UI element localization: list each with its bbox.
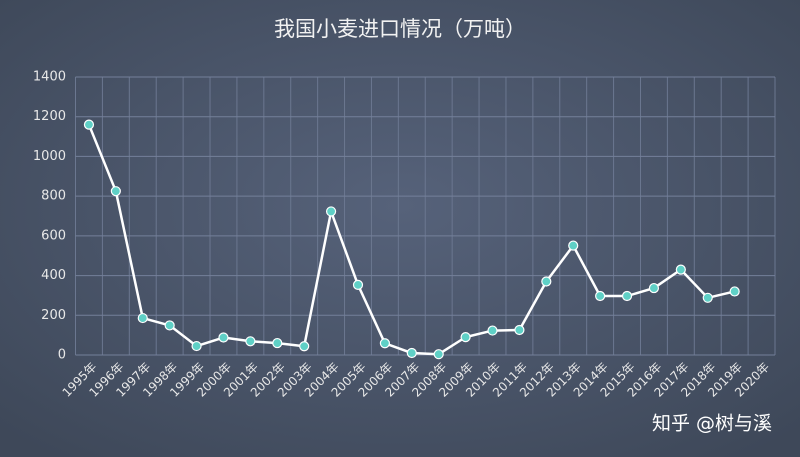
data-point xyxy=(352,279,364,291)
chart-title: 我国小麦进口情况（万吨） xyxy=(274,17,526,41)
data-point xyxy=(299,341,310,352)
data-point xyxy=(272,337,283,349)
y-tick-label: 0 xyxy=(58,348,66,363)
y-tick-label: 400 xyxy=(41,268,66,283)
y-tick-label: 200 xyxy=(41,308,66,323)
y-tick-label: 800 xyxy=(41,189,66,204)
data-point xyxy=(191,340,202,352)
y-tick-label: 1200 xyxy=(33,109,66,124)
data-point xyxy=(325,206,337,217)
y-tick-label: 600 xyxy=(41,228,66,243)
data-point xyxy=(541,276,552,287)
data-point xyxy=(460,332,471,343)
data-point xyxy=(379,338,390,349)
data-point xyxy=(514,324,525,336)
watermark: 知乎 @树与溪 xyxy=(652,413,772,435)
data-point xyxy=(568,240,579,251)
data-point xyxy=(433,349,444,360)
data-point xyxy=(621,290,633,302)
data-point xyxy=(487,325,498,336)
data-point xyxy=(164,320,175,331)
data-point xyxy=(110,186,121,197)
data-point xyxy=(595,290,606,302)
data-point xyxy=(702,292,713,303)
data-point xyxy=(406,347,417,359)
data-point xyxy=(218,332,229,343)
data-point xyxy=(137,312,148,324)
data-point xyxy=(648,282,660,294)
data-point xyxy=(729,286,740,297)
y-tick-label: 1400 xyxy=(33,70,66,85)
data-point xyxy=(83,119,95,130)
data-point xyxy=(245,336,256,347)
y-tick-label: 1000 xyxy=(33,149,66,164)
data-point xyxy=(675,264,686,275)
